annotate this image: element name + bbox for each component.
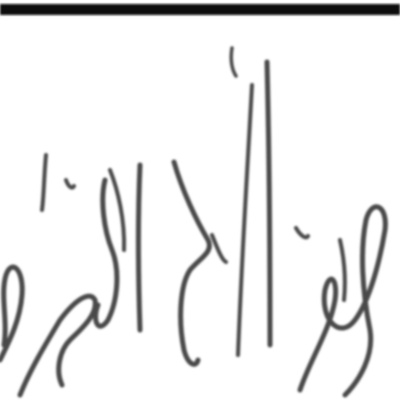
stroke <box>236 83 254 357</box>
stroke <box>297 204 388 398</box>
stroke <box>0 264 25 363</box>
stroke <box>64 178 76 190</box>
stroke <box>294 226 310 240</box>
stroke <box>40 153 48 212</box>
stroke <box>108 168 127 252</box>
stroke <box>229 46 238 78</box>
handwriting <box>0 46 388 398</box>
stroke <box>136 162 143 333</box>
stroke <box>210 233 228 264</box>
stroke <box>264 59 273 348</box>
stroke <box>171 159 212 367</box>
stroke <box>93 177 120 329</box>
stroke <box>17 293 98 398</box>
stroke <box>338 238 347 302</box>
top-rule <box>0 4 400 15</box>
